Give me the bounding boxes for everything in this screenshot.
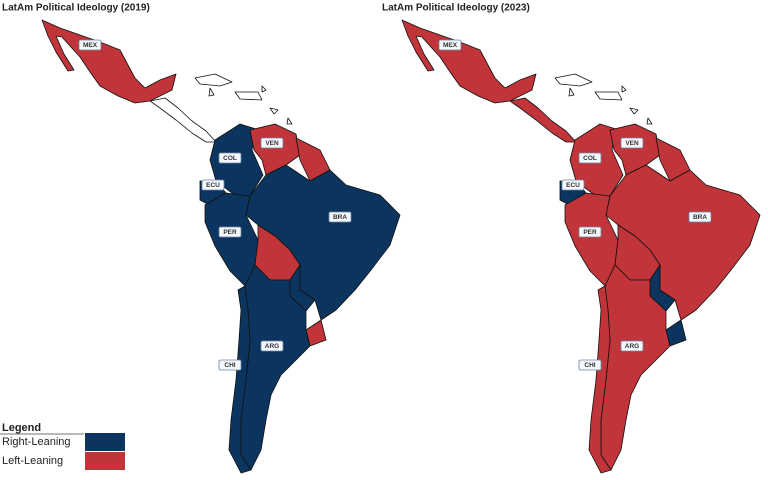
label-box: [218, 359, 242, 371]
country-label: ARG: [265, 343, 279, 350]
label-box: [561, 179, 585, 191]
island: [269, 107, 279, 115]
country-label: ECU: [206, 182, 220, 189]
label-box: [218, 226, 242, 238]
label-box: [260, 340, 284, 352]
island: [234, 91, 263, 101]
country-label: VEN: [625, 140, 639, 147]
country-label: PER: [583, 229, 597, 236]
island: [554, 73, 593, 87]
island: [646, 117, 653, 125]
country: [509, 97, 577, 143]
island: [621, 85, 627, 93]
maps: LatAm Political Ideology (2019) MEX VEN COL…: [2, 3, 761, 474]
island: [629, 107, 639, 115]
island: [568, 87, 575, 97]
country-label: ARG: [625, 343, 639, 350]
label-box: [438, 39, 462, 51]
country-label: MEX: [443, 42, 458, 49]
country: [401, 19, 537, 104]
map-title: LatAm Political Ideology (2023): [382, 3, 530, 14]
country-label: MEX: [83, 42, 98, 49]
map-title: LatAm Political Ideology (2019): [2, 3, 150, 14]
legend-title: Legend: [2, 422, 41, 434]
label-box: [578, 226, 602, 238]
label-box: [620, 340, 644, 352]
country-label: PER: [223, 229, 237, 236]
legend-label: Left-Leaning: [2, 455, 63, 467]
country-label: VEN: [265, 140, 279, 147]
country: [41, 19, 177, 104]
island: [194, 73, 233, 87]
country-label: COL: [223, 155, 237, 162]
label-box: [328, 211, 352, 223]
map: LatAm Political Ideology (2023) MEX VEN COL…: [382, 3, 761, 474]
label-box: [578, 359, 602, 371]
country-label: CHI: [224, 362, 235, 369]
country-label: CHI: [584, 362, 595, 369]
map: LatAm Political Ideology (2019) MEX VEN COL…: [2, 3, 401, 474]
legend-swatch: [85, 433, 125, 451]
island: [261, 85, 267, 93]
label-box: [688, 211, 712, 223]
country: [588, 285, 612, 474]
country: [149, 97, 217, 143]
island: [594, 91, 623, 101]
country: [228, 285, 252, 474]
label-box: [578, 152, 602, 164]
island: [286, 117, 293, 125]
island: [208, 87, 215, 97]
country-label: COL: [583, 155, 597, 162]
label-box: [201, 179, 225, 191]
label-box: [218, 152, 242, 164]
legend-label: Right-Leaning: [2, 436, 71, 448]
label-box: [78, 39, 102, 51]
country-label: ECU: [566, 182, 580, 189]
legend-swatch: [85, 452, 125, 470]
label-box: [260, 137, 284, 149]
country-label: BRA: [693, 214, 707, 221]
country-label: BRA: [333, 214, 347, 221]
label-box: [620, 137, 644, 149]
legend: Legend Right-Leaning Left-Leaning: [0, 422, 125, 470]
